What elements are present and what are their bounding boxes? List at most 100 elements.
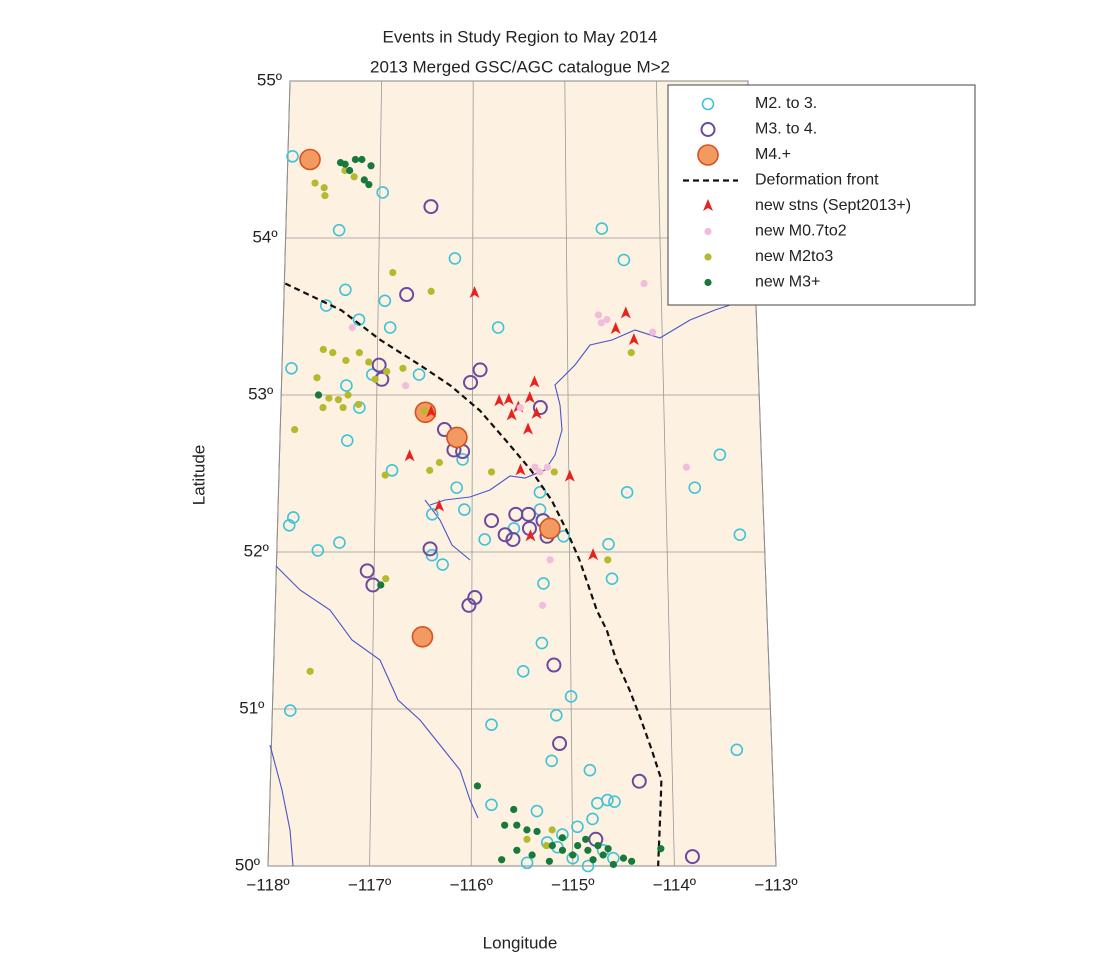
y-tick-label: 50º — [235, 855, 260, 874]
station-marker — [620, 306, 631, 319]
station-marker — [610, 322, 621, 335]
river — [275, 565, 479, 819]
event-marker — [283, 704, 297, 717]
event-dot — [377, 581, 385, 589]
event-dot — [599, 851, 607, 859]
station-marker — [524, 391, 535, 404]
event-marker — [595, 222, 609, 235]
event-marker — [697, 144, 719, 166]
event-marker — [581, 859, 595, 873]
event-dot — [510, 805, 518, 814]
event-marker — [411, 625, 434, 648]
legend-label: new M0.7to2 — [755, 223, 847, 240]
event-dot — [427, 287, 435, 295]
event-dot — [558, 846, 567, 854]
grid-line — [656, 80, 675, 867]
event-marker — [684, 849, 700, 865]
event-dot — [314, 391, 323, 399]
event-marker — [608, 795, 621, 808]
legend-label: M2. to 3. — [755, 95, 817, 112]
legend-label: Deformation front — [755, 172, 879, 189]
event-dot — [542, 841, 550, 850]
station-marker — [628, 333, 639, 346]
event-dot — [604, 556, 612, 564]
event-dot — [365, 358, 373, 366]
event-dot — [365, 181, 373, 189]
chart-title: Events in Study Region to May 2014 — [383, 27, 658, 46]
event-marker — [422, 541, 438, 557]
station-marker — [434, 499, 445, 512]
event-marker — [505, 531, 521, 547]
station-marker — [494, 394, 505, 407]
event-dot — [319, 345, 327, 354]
event-marker — [311, 544, 325, 557]
event-marker — [700, 122, 716, 137]
event-marker — [286, 150, 299, 163]
x-tick-label: −114º — [653, 875, 696, 894]
event-marker — [287, 511, 300, 524]
event-dot — [334, 396, 343, 404]
event-dot — [389, 268, 397, 277]
event-dot — [533, 827, 541, 836]
river — [424, 499, 471, 561]
event-marker — [545, 754, 558, 768]
event-dot — [582, 835, 590, 843]
event-dot — [348, 323, 356, 332]
event-dot — [550, 468, 558, 476]
event-marker — [352, 313, 366, 326]
event-marker — [557, 529, 570, 543]
event-dot — [594, 841, 602, 850]
station-marker — [523, 422, 534, 435]
event-dot — [558, 834, 566, 842]
event-marker — [620, 486, 634, 499]
event-dot — [539, 601, 547, 609]
legend-label: new M2to3 — [755, 248, 833, 265]
event-marker — [539, 517, 561, 540]
event-marker — [591, 796, 604, 810]
station-marker — [703, 199, 713, 211]
event-dot — [523, 826, 531, 834]
event-dot — [355, 349, 363, 357]
station-marker — [404, 449, 415, 462]
event-marker — [730, 743, 744, 757]
event-dot — [350, 173, 358, 181]
event-marker — [340, 379, 353, 392]
event-marker — [605, 572, 619, 585]
event-dot — [325, 394, 333, 402]
event-marker — [497, 527, 513, 543]
event-marker — [385, 464, 399, 477]
event-dot — [523, 835, 531, 843]
x-tick-label: −113º — [754, 875, 797, 894]
event-dot — [487, 468, 496, 476]
event-dot — [435, 458, 444, 467]
event-marker — [285, 362, 298, 375]
event-marker — [376, 186, 389, 199]
event-marker — [456, 453, 469, 466]
event-marker — [564, 690, 578, 703]
x-tick-label: −116º — [450, 875, 493, 894]
station-marker — [564, 469, 575, 482]
event-dot — [513, 821, 521, 829]
event-dot — [569, 851, 577, 859]
y-tick-label: 52º — [244, 541, 269, 560]
event-marker — [550, 708, 563, 722]
y-axis-label: Latitude — [189, 445, 208, 506]
event-dot — [640, 279, 648, 288]
event-marker — [378, 294, 392, 308]
event-dot — [336, 159, 345, 167]
event-marker — [463, 374, 479, 390]
event-marker — [586, 812, 599, 826]
event-dot — [501, 821, 509, 829]
event-dot — [371, 375, 379, 383]
event-dot — [358, 155, 366, 164]
event-marker — [436, 558, 449, 571]
event-marker — [571, 820, 584, 834]
event-dot — [319, 403, 327, 412]
event-dot — [536, 468, 544, 476]
event-marker — [472, 362, 488, 378]
event-dot — [649, 328, 657, 336]
event-marker — [535, 636, 549, 650]
station-marker — [529, 375, 540, 388]
